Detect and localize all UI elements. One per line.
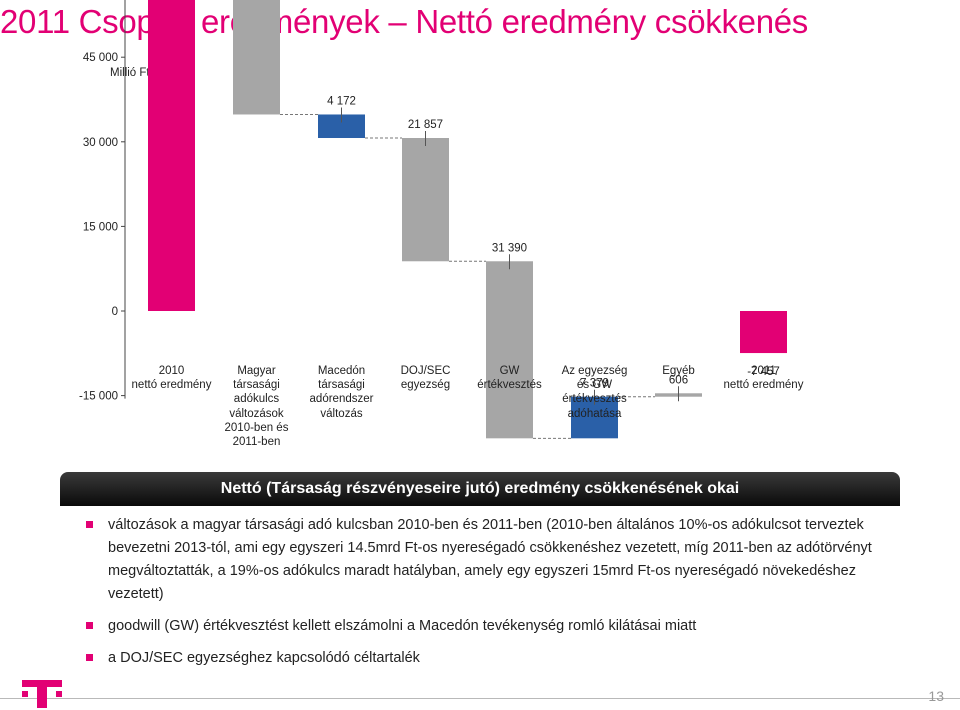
bullet-icon — [86, 521, 93, 528]
page-number: 13 — [928, 688, 944, 704]
category-label: Macedón társasági adórendszer változás — [297, 364, 387, 421]
reasons-list: változások a magyar társasági adó kulcsb… — [86, 514, 906, 679]
data-label: 31 390 — [492, 242, 527, 254]
y-tick-label: 30 000 — [83, 137, 118, 149]
category-label: 2011 nettó eredmény — [719, 364, 809, 392]
category-label-line: Magyar — [237, 365, 276, 377]
y-tick-label: -15 000 — [79, 391, 118, 403]
reason-text: változások a magyar társasági adó kulcsb… — [108, 517, 872, 602]
list-item: a DOJ/SEC egyezséghez kapcsolódó céltart… — [86, 647, 906, 670]
reason-text: a DOJ/SEC egyezséghez kapcsolódó céltart… — [108, 650, 420, 666]
category-label-line: változás — [320, 407, 363, 420]
category-label-line: nettó eredmény — [131, 379, 212, 392]
bar — [233, 0, 280, 115]
category-label: Magyar társasági adókulcs változások 2010-be… — [212, 364, 302, 449]
y-tick-label: 0 — [112, 306, 118, 318]
category-label-line: adókulcs — [233, 393, 280, 406]
category-label-line: 2010 — [158, 365, 185, 377]
bar — [486, 261, 533, 439]
data-label: 606 — [669, 374, 688, 386]
category-label: GW értékvesztés — [465, 364, 555, 392]
category-label-line: nettó eredmény — [723, 379, 804, 392]
bullet-icon — [86, 622, 93, 629]
category-label-line: értékvesztés — [562, 393, 627, 406]
reason-text: goodwill (GW) értékvesztést kellett elsz… — [108, 618, 697, 634]
category-label: DOJ/SEC egyezség — [381, 364, 471, 392]
category-label-line: Egyéb — [662, 365, 695, 377]
category-label-line: egyezség — [400, 379, 451, 392]
category-label-line: GW — [499, 365, 520, 377]
footer-divider — [0, 698, 960, 699]
bar — [740, 311, 787, 354]
bar — [318, 114, 365, 139]
category-label-line: és GW — [576, 379, 613, 392]
bullet-icon — [86, 654, 93, 661]
category-label-line: társasági — [318, 379, 365, 392]
category-label-line: társasági — [233, 379, 280, 392]
list-item: goodwill (GW) értékvesztést kellett elsz… — [86, 615, 906, 638]
data-label: 7 379 — [580, 378, 609, 390]
category-label: Az egyezség és GW értékvesztés adóhatása — [550, 364, 640, 421]
telekom-logo-icon — [22, 680, 62, 708]
category-label: 2010 nettó eredmény — [127, 364, 217, 392]
category-label-line: Az egyezség — [561, 365, 628, 377]
bar — [148, 0, 195, 311]
category-label-line: adóhatása — [567, 407, 622, 420]
category-label: Egyéb — [634, 364, 724, 378]
category-label-line: adórendszer — [309, 393, 374, 406]
category-label-line: 2011-ben — [232, 436, 281, 449]
category-label-line: 2010-ben és — [224, 421, 289, 434]
category-label-line: Macedón — [317, 365, 366, 377]
category-label-line: 2011 — [751, 365, 776, 377]
data-label: 4 172 — [327, 95, 356, 107]
unit-label: Millió Ft — [110, 67, 150, 79]
bar — [402, 138, 449, 262]
data-label: -7 457 — [747, 366, 780, 378]
category-label-line: DOJ/SEC — [400, 365, 451, 377]
category-label-line: változások — [229, 407, 284, 420]
y-tick-label: 15 000 — [83, 221, 118, 233]
reasons-banner: Nettó (Társaság részvényeseire jutó) ere… — [60, 472, 900, 506]
y-tick-label: 45 000 — [83, 52, 118, 64]
category-label-line: értékvesztés — [477, 379, 542, 392]
list-item: változások a magyar társasági adó kulcsb… — [86, 514, 906, 606]
data-label: 21 857 — [408, 119, 443, 131]
page-title: 2011 Csoport eredmények – Nettó eredmény… — [0, 3, 809, 40]
